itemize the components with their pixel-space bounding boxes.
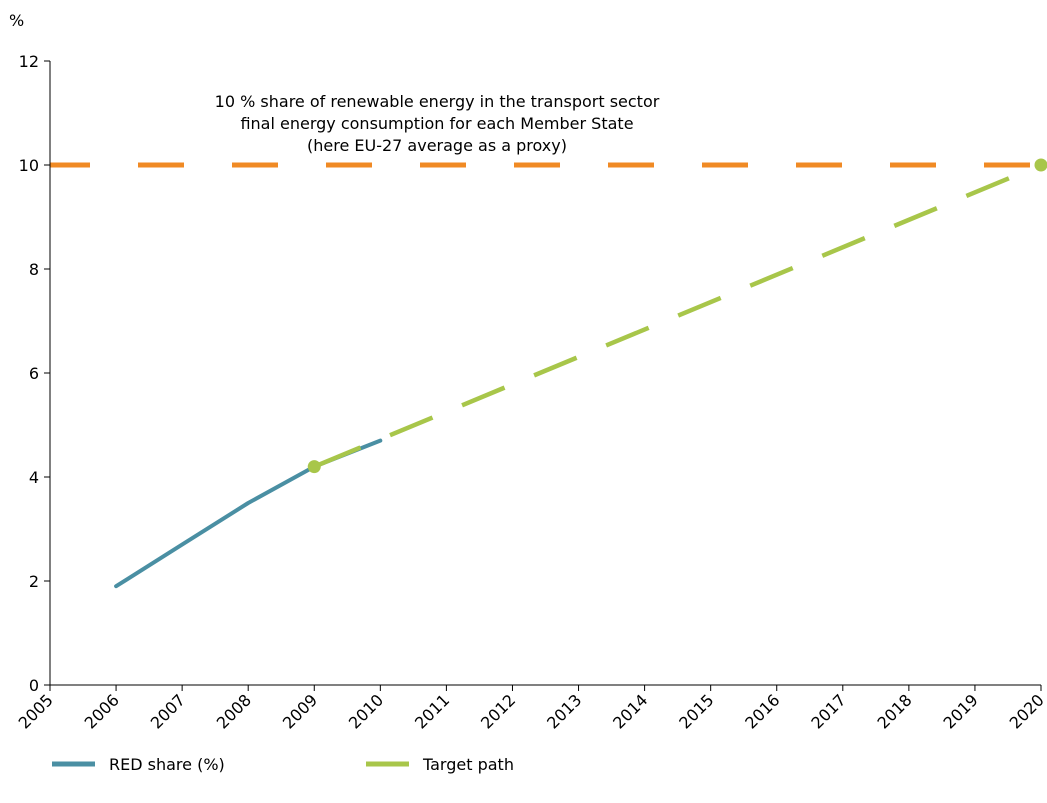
x-tick-label-2008: 2008 <box>213 690 255 732</box>
legend: RED share (%) Target path <box>52 755 514 774</box>
x-tick-label-2014: 2014 <box>609 690 651 732</box>
target-path-marker-2020 <box>1034 158 1047 172</box>
y-tick-label-8: 8 <box>29 260 39 279</box>
x-tick-label-2006: 2006 <box>81 690 123 732</box>
x-tick-label-2015: 2015 <box>675 690 717 732</box>
x-tick-label-2005: 2005 <box>15 690 57 732</box>
x-tick-label-2017: 2017 <box>807 690 849 732</box>
x-tick-label-2011: 2011 <box>411 690 453 732</box>
annotation: 10 % share of renewable energy in the tr… <box>215 92 660 155</box>
x-tick-label-2016: 2016 <box>741 690 783 732</box>
legend-label-red-share: RED share (%) <box>109 755 225 774</box>
x-tick-label-2007: 2007 <box>147 690 189 732</box>
annotation-line-1: 10 % share of renewable energy in the tr… <box>215 92 660 111</box>
red-share-line <box>114 438 383 589</box>
y-tick-label-12: 12 <box>19 52 39 71</box>
series-group <box>114 158 1047 589</box>
y-tick-label-4: 4 <box>29 468 39 487</box>
x-tick-label-2013: 2013 <box>543 690 585 732</box>
y-axis-label: % <box>9 11 24 30</box>
annotation-line-2: final energy consumption for each Member… <box>240 114 633 133</box>
x-tick-label-2019: 2019 <box>940 690 982 732</box>
x-tick-label-2010: 2010 <box>345 690 387 732</box>
y-tick-label-0: 0 <box>29 676 39 695</box>
x-tick-label-2018: 2018 <box>873 690 915 732</box>
legend-item-target-path: Target path <box>366 755 514 774</box>
legend-item-red-share: RED share (%) <box>52 755 225 774</box>
y-tick-label-10: 10 <box>19 156 39 175</box>
x-tick-label-2020: 2020 <box>1006 690 1047 732</box>
annotation-line-3: (here EU-27 average as a proxy) <box>307 136 567 155</box>
target-path-marker-2009 <box>307 460 321 474</box>
x-tick-label-2009: 2009 <box>279 690 321 732</box>
x-tick-label-2012: 2012 <box>477 690 519 732</box>
y-tick-label-6: 6 <box>29 364 39 383</box>
y-tick-label-2: 2 <box>29 572 39 591</box>
target-path-line <box>313 162 1042 469</box>
legend-label-target-path: Target path <box>422 755 514 774</box>
